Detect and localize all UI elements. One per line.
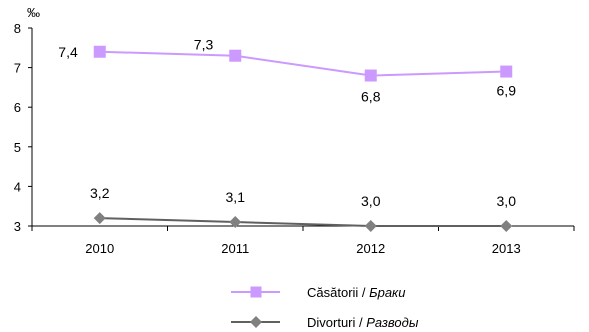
legend-label-marriages-ru: Браки — [369, 285, 405, 300]
legend-label-separator: / — [355, 315, 366, 330]
data-label: 3,1 — [226, 189, 246, 205]
series-divorces: 3,2 3,1 3,0 3,0 — [90, 185, 516, 232]
series-line — [99, 217, 507, 227]
legend-item-marriages: Căsătorii / Браки — [231, 285, 405, 300]
x-tick-label: 2010 — [85, 241, 114, 256]
y-tick-label: 4 — [14, 179, 21, 194]
data-point — [500, 65, 513, 78]
legend-label-separator: / — [358, 285, 369, 300]
y-tick-label: 6 — [14, 100, 21, 115]
legend-label-divorces-ro: Divorturi — [307, 315, 356, 330]
legend: Căsătorii / Браки Divorturi / Разводы — [231, 285, 419, 330]
legend-label-marriages-ro: Căsătorii — [307, 285, 358, 300]
data-point — [93, 45, 106, 58]
legend-item-divorces: Divorturi / Разводы — [231, 315, 419, 330]
y-unit-label: ‰ — [27, 5, 40, 20]
legend-label-marriages: Căsătorii / Браки — [307, 285, 405, 300]
data-label: 3,0 — [361, 193, 381, 209]
data-label: 3,0 — [497, 193, 517, 209]
series-marriages: 7,4 7,3 6,8 6,9 — [58, 37, 516, 105]
data-label: 7,3 — [194, 37, 214, 53]
data-point — [500, 220, 513, 232]
y-tick-label: 7 — [14, 61, 21, 76]
y-tick-label: 8 — [14, 21, 21, 36]
data-point — [364, 220, 377, 232]
data-point — [229, 216, 242, 229]
series-layer: 7,4 7,3 6,8 6,9 3,2 3,1 3,0 3,0 — [58, 37, 516, 232]
legend-marker-divorces — [250, 316, 262, 328]
data-label: 6,8 — [361, 89, 381, 105]
data-point — [364, 69, 377, 82]
data-point — [229, 49, 242, 62]
x-tick-label: 2013 — [492, 241, 521, 256]
legend-label-divorces: Divorturi / Разводы — [307, 315, 419, 330]
legend-marker-marriages — [250, 286, 262, 298]
data-label: 3,2 — [90, 185, 110, 201]
series-line — [99, 50, 507, 77]
y-tick-label: 5 — [14, 140, 21, 155]
y-tick-label: 3 — [14, 219, 21, 234]
data-label: 6,9 — [497, 83, 517, 99]
x-tick-label: 2012 — [356, 241, 385, 256]
x-tick-label: 2011 — [221, 241, 249, 256]
data-point — [93, 212, 106, 225]
axes: 3 4 5 6 7 8 2010 2011 2012 2013 — [14, 21, 575, 256]
data-label: 7,4 — [58, 44, 78, 60]
legend-label-divorces-ru: Разводы — [366, 315, 419, 330]
